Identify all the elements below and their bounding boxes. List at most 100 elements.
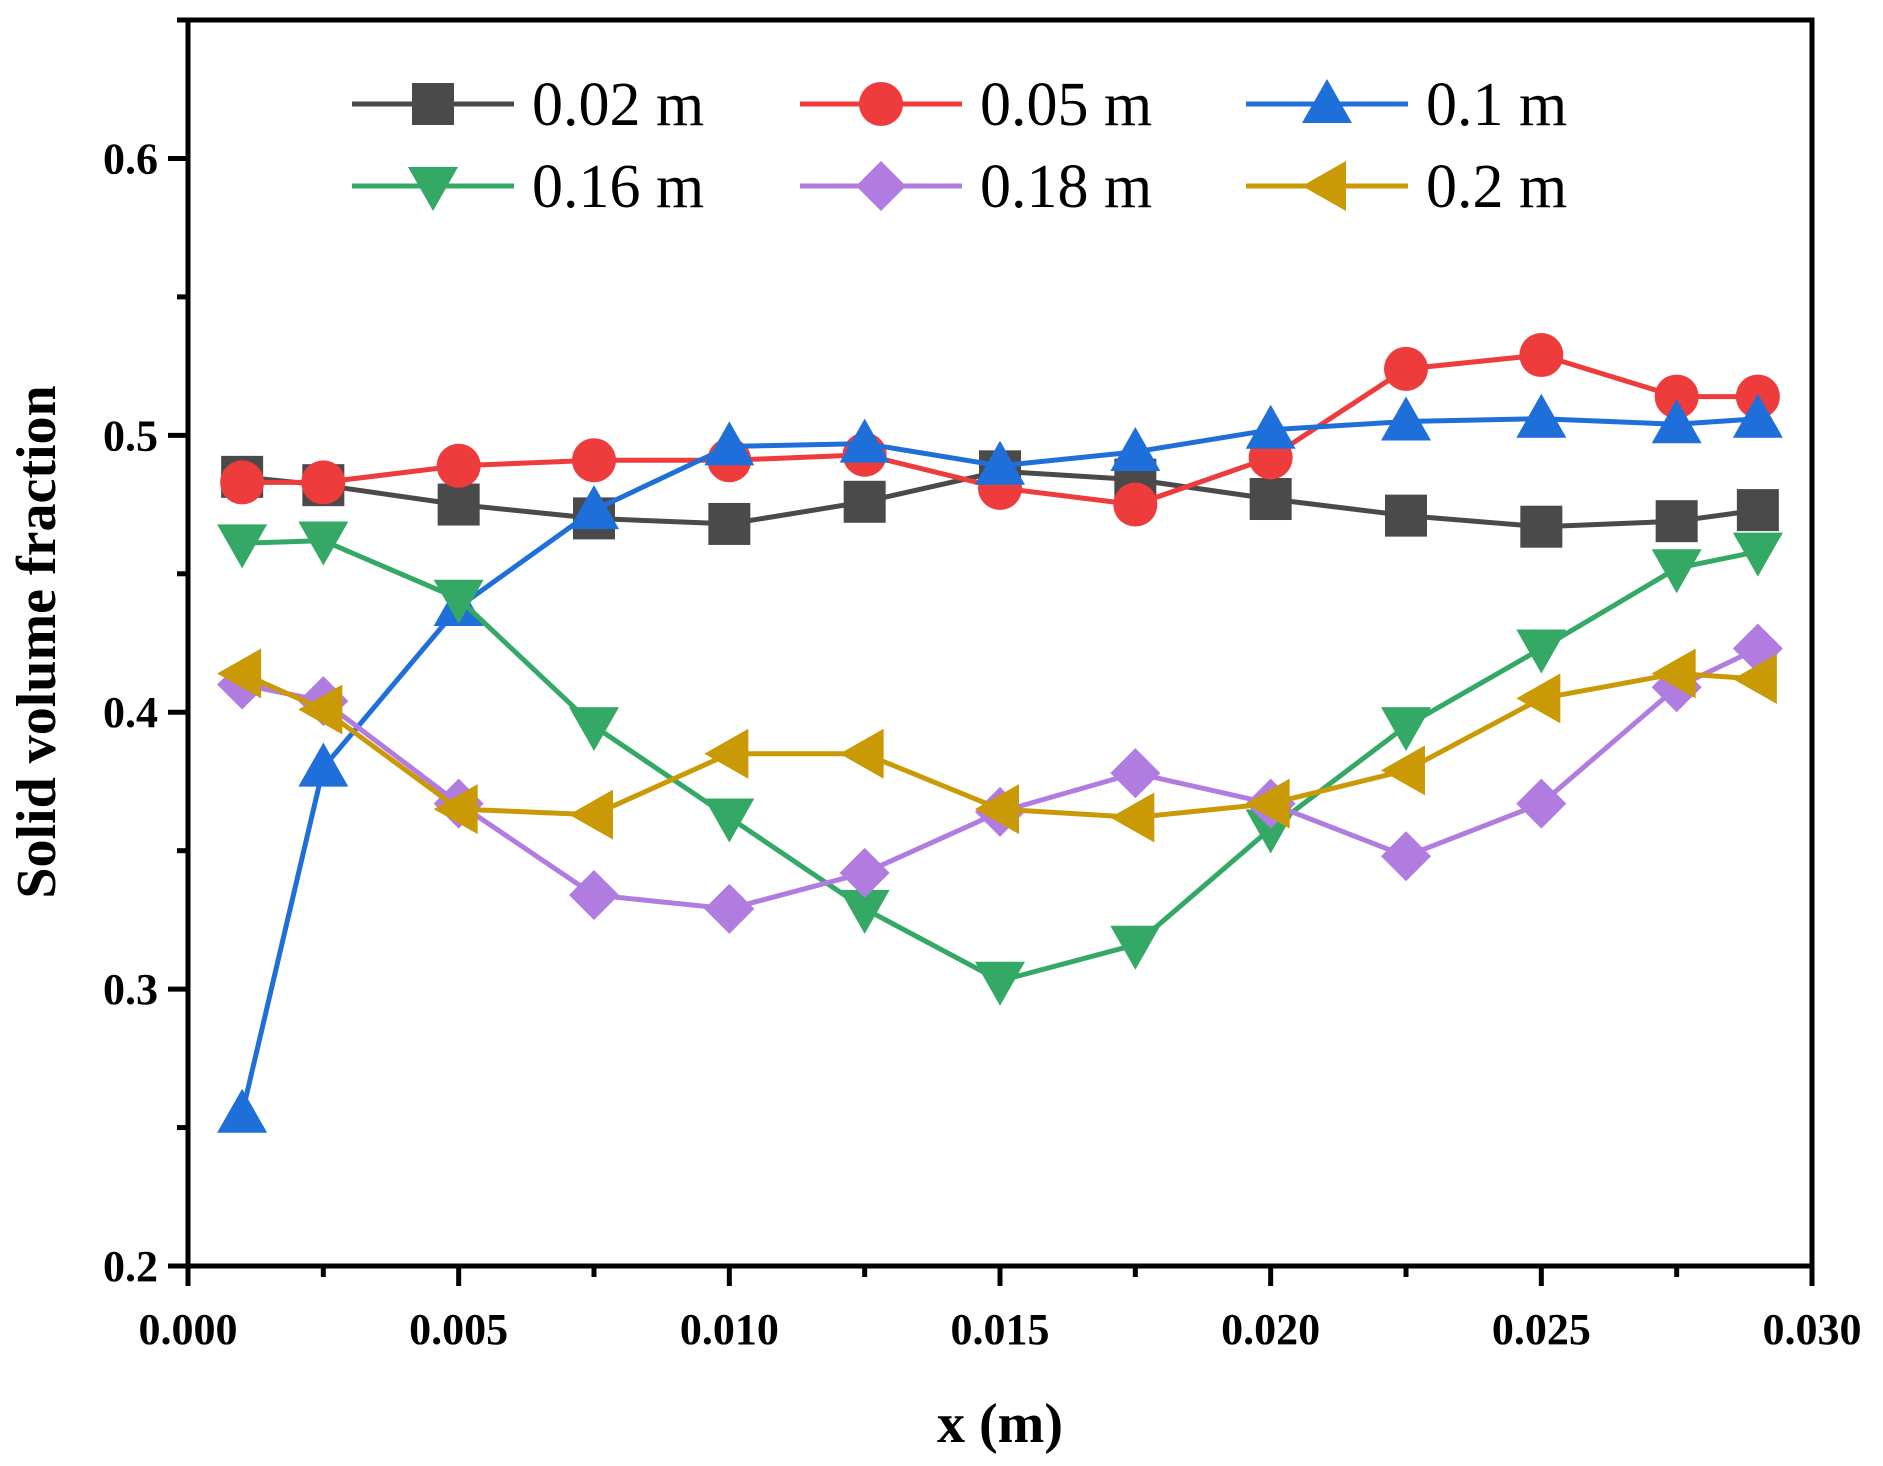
data-point xyxy=(572,438,616,483)
data-point xyxy=(1110,748,1161,799)
data-point xyxy=(1732,532,1783,577)
data-point xyxy=(1381,745,1425,796)
data-point xyxy=(1381,831,1431,882)
legend-marker xyxy=(412,83,454,125)
data-point xyxy=(1110,792,1155,843)
data-point xyxy=(298,521,349,566)
x-tick-label: 0.010 xyxy=(680,1305,779,1354)
legend-label: 0.02 m xyxy=(532,71,704,139)
data-point xyxy=(843,480,886,523)
series-line xyxy=(242,538,1759,984)
legend-marker xyxy=(1302,79,1352,123)
data-point xyxy=(839,728,884,779)
legend-marker xyxy=(408,167,458,211)
legend-label: 0.16 m xyxy=(532,153,704,221)
x-tick-label: 0.020 xyxy=(1221,1305,1320,1354)
legend-label: 0.18 m xyxy=(980,153,1152,221)
y-axis-title: Solid volume fraction xyxy=(6,385,68,898)
data-point xyxy=(569,789,613,840)
x-tick-label: 0.005 xyxy=(409,1305,508,1354)
data-point xyxy=(220,460,265,505)
series-0_16m xyxy=(217,521,1783,1006)
data-point xyxy=(217,648,262,699)
legend-entry: 0.18 m xyxy=(800,153,1152,221)
data-point xyxy=(1732,653,1777,704)
data-point xyxy=(1651,549,1702,594)
data-point xyxy=(1519,333,1564,378)
data-point xyxy=(1651,399,1702,444)
axes-layer: 0.000 0.005 0.010 0.015 0.020 0.025 0.030 0.2 0.… xyxy=(103,17,1862,1354)
data-point xyxy=(1736,489,1779,532)
legend-marker xyxy=(859,82,903,126)
data-point xyxy=(975,784,1019,835)
data-point xyxy=(975,961,1025,1006)
data-point xyxy=(704,798,755,843)
x-tick-label: 0.015 xyxy=(951,1305,1050,1354)
legend-entry: 0.1 m xyxy=(1246,71,1567,139)
data-point xyxy=(298,742,349,787)
series-0_2m xyxy=(217,648,1777,843)
data-point xyxy=(1651,648,1696,699)
data-point xyxy=(569,869,619,920)
data-point xyxy=(1249,478,1292,521)
data-point xyxy=(1385,494,1427,537)
legend-marker xyxy=(856,161,906,211)
data-point xyxy=(1655,500,1698,543)
data-point xyxy=(704,728,749,779)
plot-layer xyxy=(217,333,1783,1133)
data-point xyxy=(1381,396,1431,441)
y-tick-label: 0.3 xyxy=(103,965,158,1014)
data-point xyxy=(569,707,619,752)
data-point xyxy=(1381,707,1431,752)
data-point xyxy=(433,784,478,835)
x-tick-label: 0.025 xyxy=(1492,1305,1591,1354)
data-point xyxy=(839,418,890,463)
data-point xyxy=(975,440,1025,485)
data-point xyxy=(1732,393,1783,438)
data-point xyxy=(1516,629,1567,674)
data-point xyxy=(217,524,268,569)
series-line xyxy=(241,646,1759,912)
data-point xyxy=(217,1088,268,1133)
data-point xyxy=(1516,673,1561,724)
x-tick-label: 0.030 xyxy=(1763,1305,1862,1354)
data-point xyxy=(1520,505,1563,548)
y-tick-label: 0.4 xyxy=(103,688,158,737)
data-point xyxy=(301,460,346,505)
legend-entry: 0.05 m xyxy=(800,71,1152,139)
legend-entry: 0.02 m xyxy=(352,71,704,139)
data-point xyxy=(839,847,890,898)
data-point xyxy=(708,502,751,545)
data-point xyxy=(298,684,343,735)
data-point xyxy=(433,579,484,624)
data-point xyxy=(1245,778,1290,829)
series-0_18m xyxy=(217,623,1783,934)
data-point xyxy=(1110,426,1161,471)
data-point xyxy=(704,883,755,934)
legend-marker xyxy=(1302,161,1346,211)
data-point xyxy=(839,889,890,934)
data-point xyxy=(436,443,481,488)
data-point xyxy=(437,483,480,526)
data-point xyxy=(1110,925,1161,970)
legend-label: 0.05 m xyxy=(980,71,1152,139)
legend-label: 0.1 m xyxy=(1426,71,1567,139)
x-axis-title: x (m) xyxy=(937,1393,1063,1455)
data-point xyxy=(704,421,755,466)
legend-label: 0.2 m xyxy=(1426,153,1567,221)
data-point xyxy=(1654,374,1699,419)
data-point xyxy=(1245,404,1296,449)
data-point xyxy=(1384,346,1428,391)
data-point xyxy=(1113,482,1158,527)
x-tick-label: 0.000 xyxy=(139,1305,238,1354)
data-point xyxy=(569,485,619,530)
legend: 0.02 m 0.05 m 0.1 m 0.16 m 0.18 m 0.2 m xyxy=(352,71,1567,221)
data-point xyxy=(1516,778,1567,829)
y-tick-label: 0.5 xyxy=(103,411,158,460)
y-tick-label: 0.2 xyxy=(103,1242,158,1291)
y-tick-label: 0.6 xyxy=(103,134,158,183)
data-point xyxy=(1516,393,1567,438)
legend-entry: 0.16 m xyxy=(352,153,704,221)
